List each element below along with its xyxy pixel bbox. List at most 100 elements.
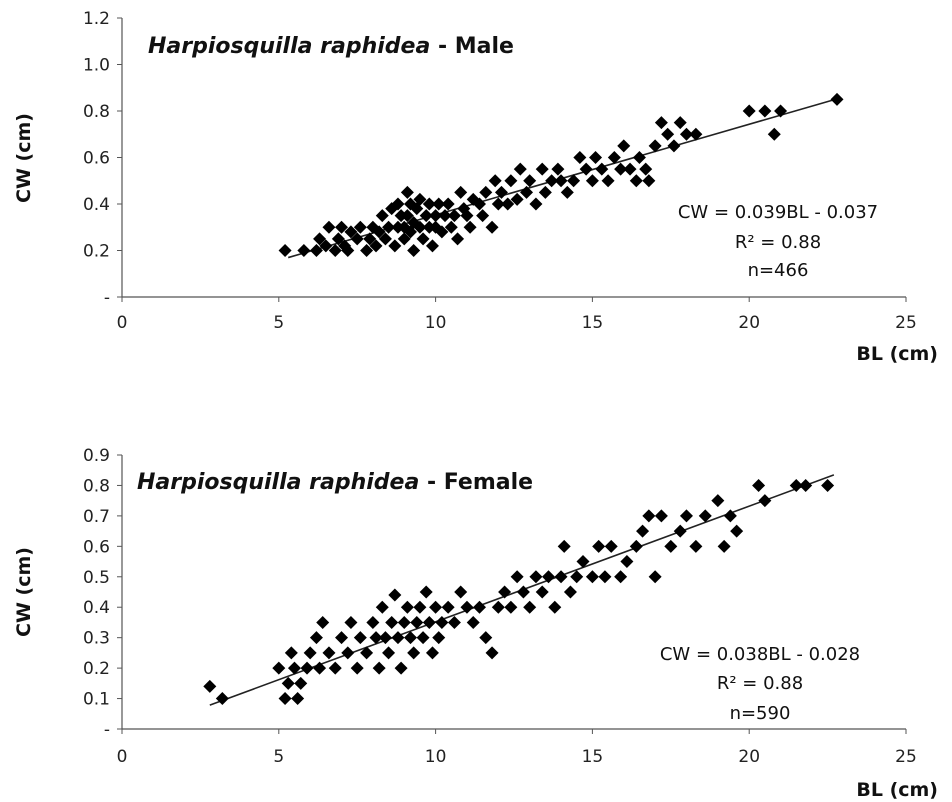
- x-axis-label: BL (cm): [856, 343, 938, 365]
- y-tick-label: 0.7: [83, 507, 110, 527]
- data-point: [632, 151, 646, 164]
- data-point: [441, 197, 455, 211]
- data-point: [513, 162, 527, 176]
- x-tick-label: 5: [273, 313, 284, 333]
- x-tick-label: 25: [895, 313, 917, 333]
- data-point: [422, 197, 436, 211]
- data-point: [473, 197, 487, 211]
- data-point: [579, 162, 593, 176]
- regression-annotation-line: R² = 0.88: [735, 232, 821, 253]
- data-point: [413, 192, 427, 206]
- data-point: [620, 555, 634, 569]
- x-tick-label: 0: [117, 313, 128, 333]
- data-point: [538, 185, 552, 199]
- data-point: [360, 646, 374, 660]
- data-point: [309, 244, 323, 257]
- data-point: [592, 539, 606, 553]
- data-point: [328, 661, 342, 675]
- data-point: [215, 692, 229, 706]
- data-point: [774, 104, 788, 118]
- y-tick-label: 0.5: [83, 568, 110, 588]
- data-point: [604, 539, 618, 553]
- data-point: [648, 139, 662, 153]
- data-point: [491, 600, 505, 614]
- data-point: [375, 600, 389, 614]
- data-point: [422, 615, 436, 629]
- y-tick-label: 0.9: [83, 446, 110, 466]
- data-point: [614, 162, 628, 176]
- data-point: [328, 244, 342, 257]
- data-point: [413, 600, 427, 614]
- data-point: [642, 174, 656, 188]
- data-point: [322, 220, 336, 234]
- data-point: [378, 232, 392, 246]
- data-point: [287, 661, 301, 675]
- data-point: [557, 539, 571, 553]
- data-point: [451, 232, 465, 246]
- y-tick-label: -: [104, 720, 110, 740]
- data-point: [284, 646, 298, 660]
- data-point: [520, 185, 534, 199]
- chart-panel-female: - 0.1 0.2 0.3 0.4 0.5 0.6 0.7 0.8 0.9 0 5 10 15 20 25 BL…: [13, 446, 938, 801]
- y-tick-label: 0.8: [83, 476, 110, 496]
- data-point: [473, 600, 487, 614]
- data-point: [410, 615, 424, 629]
- y-tick-label: 0.6: [83, 537, 110, 557]
- data-point: [353, 220, 367, 234]
- data-point: [723, 509, 737, 523]
- y-tick-label: 0.4: [83, 598, 110, 618]
- y-tick-label: 0.3: [83, 629, 110, 649]
- data-point: [441, 600, 455, 614]
- data-point: [425, 646, 439, 660]
- y-axis-label: CW (cm): [13, 113, 35, 203]
- x-tick-label: 0: [117, 747, 128, 767]
- data-point: [281, 676, 295, 690]
- data-point: [598, 570, 612, 584]
- data-point: [454, 185, 468, 199]
- data-point: [397, 615, 411, 629]
- data-point: [830, 92, 844, 106]
- data-point: [554, 570, 568, 584]
- data-point: [758, 104, 772, 118]
- data-point: [673, 524, 687, 538]
- data-point: [413, 220, 427, 234]
- y-tick-label: 1.0: [83, 56, 110, 76]
- data-point: [350, 661, 364, 675]
- data-point: [272, 661, 286, 675]
- data-point: [444, 220, 458, 234]
- x-tick-label: 25: [895, 747, 917, 767]
- data-point: [294, 676, 308, 690]
- data-point: [545, 174, 559, 188]
- data-point: [435, 225, 449, 239]
- data-point: [654, 509, 668, 523]
- data-point: [576, 555, 590, 569]
- data-point: [529, 197, 543, 211]
- data-point: [432, 631, 446, 645]
- data-point: [447, 209, 461, 223]
- data-point: [664, 539, 678, 553]
- data-point: [391, 631, 405, 645]
- data-point: [485, 646, 499, 660]
- data-point: [319, 239, 333, 253]
- data-point: [661, 127, 675, 141]
- data-point: [341, 646, 355, 660]
- data-point: [730, 524, 744, 538]
- data-point: [278, 244, 292, 257]
- x-tick-label: 15: [582, 747, 604, 767]
- data-point: [407, 646, 421, 660]
- data-point: [466, 615, 480, 629]
- data-point: [679, 127, 693, 141]
- data-point: [303, 646, 317, 660]
- data-point: [821, 478, 835, 492]
- regression-annotation-line: n=590: [730, 703, 791, 724]
- y-tick-label: 0.2: [83, 659, 110, 679]
- data-point: [654, 116, 668, 130]
- data-point: [535, 585, 549, 599]
- data-point: [494, 185, 508, 199]
- data-point: [382, 220, 396, 234]
- data-point: [607, 151, 621, 164]
- data-point: [667, 139, 681, 153]
- data-point: [322, 646, 336, 660]
- data-point: [388, 588, 402, 602]
- data-point: [363, 232, 377, 246]
